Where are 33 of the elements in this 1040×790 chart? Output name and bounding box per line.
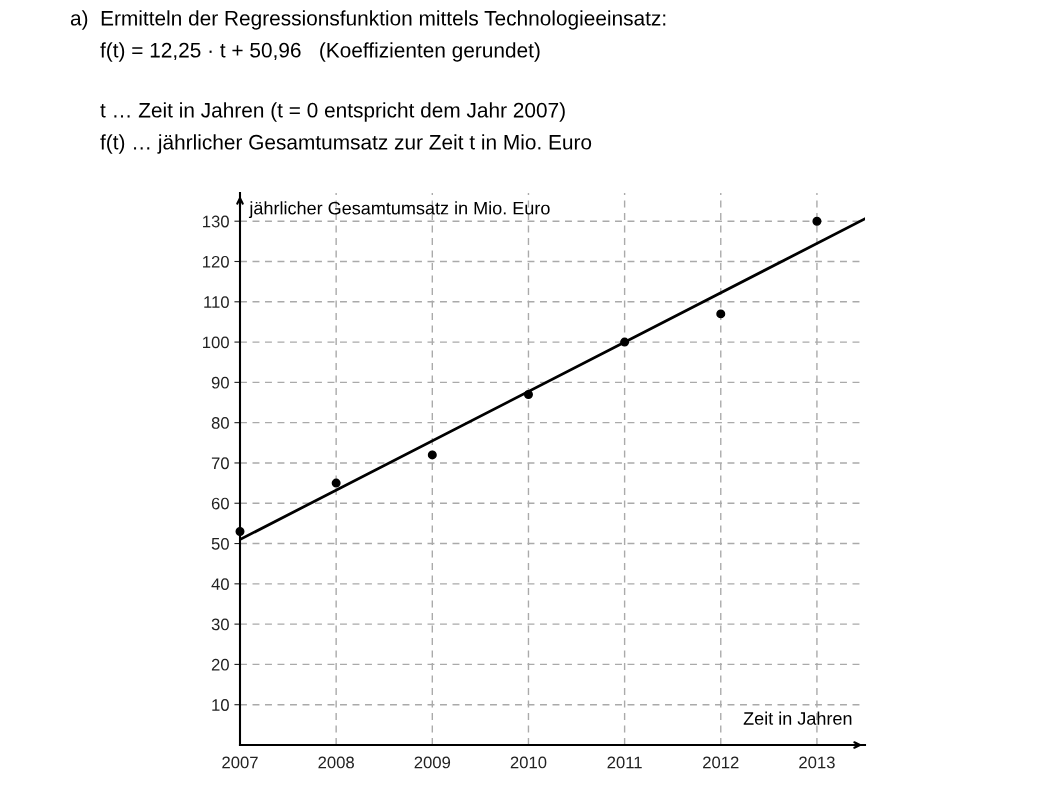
y-tick-label: 60 xyxy=(211,497,229,510)
y-tick-label: 110 xyxy=(204,296,229,308)
text: f(t) … jährlicher Gesamtumsatz zur Zeit t in Mio. Euro xyxy=(100,134,592,154)
text: t … Zeit in Jahren (t = 0 entspricht dem Jahr 2007) xyxy=(100,102,565,122)
y-tick-label: 40 xyxy=(211,578,229,591)
y-tick-label: 120 xyxy=(203,255,229,268)
point xyxy=(620,337,630,347)
point xyxy=(235,526,245,536)
y-tick-label: 100 xyxy=(203,336,229,349)
y-tick-label: 90 xyxy=(211,376,229,389)
y-tick-label: 20 xyxy=(211,658,229,671)
chart-title: a) Ermitteln der Regressionsfunktion mittels Technologieeinsatz: xyxy=(70,10,666,30)
x-tick-label: 2009 xyxy=(414,756,451,769)
y-tick-label: 10 xyxy=(212,699,229,711)
text: f(t) = 12,25 · t + 50,96 (Koeffizienten gerundet) xyxy=(100,42,540,62)
y-tick-label: 130 xyxy=(203,215,229,228)
x-tick-label: 2013 xyxy=(799,756,835,769)
point xyxy=(523,389,533,399)
x-tick-label: 2010 xyxy=(510,756,547,769)
y-tick-label: 50 xyxy=(211,537,229,550)
y-tick-label: 70 xyxy=(211,457,229,470)
point xyxy=(716,309,726,319)
y-tick-label: 80 xyxy=(211,417,229,429)
point xyxy=(427,450,437,460)
point xyxy=(812,216,822,226)
x-axis-title: Zeit in Jahren xyxy=(743,711,852,725)
x-tick-label: 2007 xyxy=(222,756,258,769)
y-axis-title: jährlicher Gesamtumsatz in Mio. Euro xyxy=(248,201,550,219)
x-tick-label: 2008 xyxy=(318,756,354,769)
x-tick-label: 2011 xyxy=(607,756,642,769)
point xyxy=(331,478,341,488)
x-tick-label: 2012 xyxy=(703,756,739,769)
y-tick-label: 30 xyxy=(211,618,229,631)
